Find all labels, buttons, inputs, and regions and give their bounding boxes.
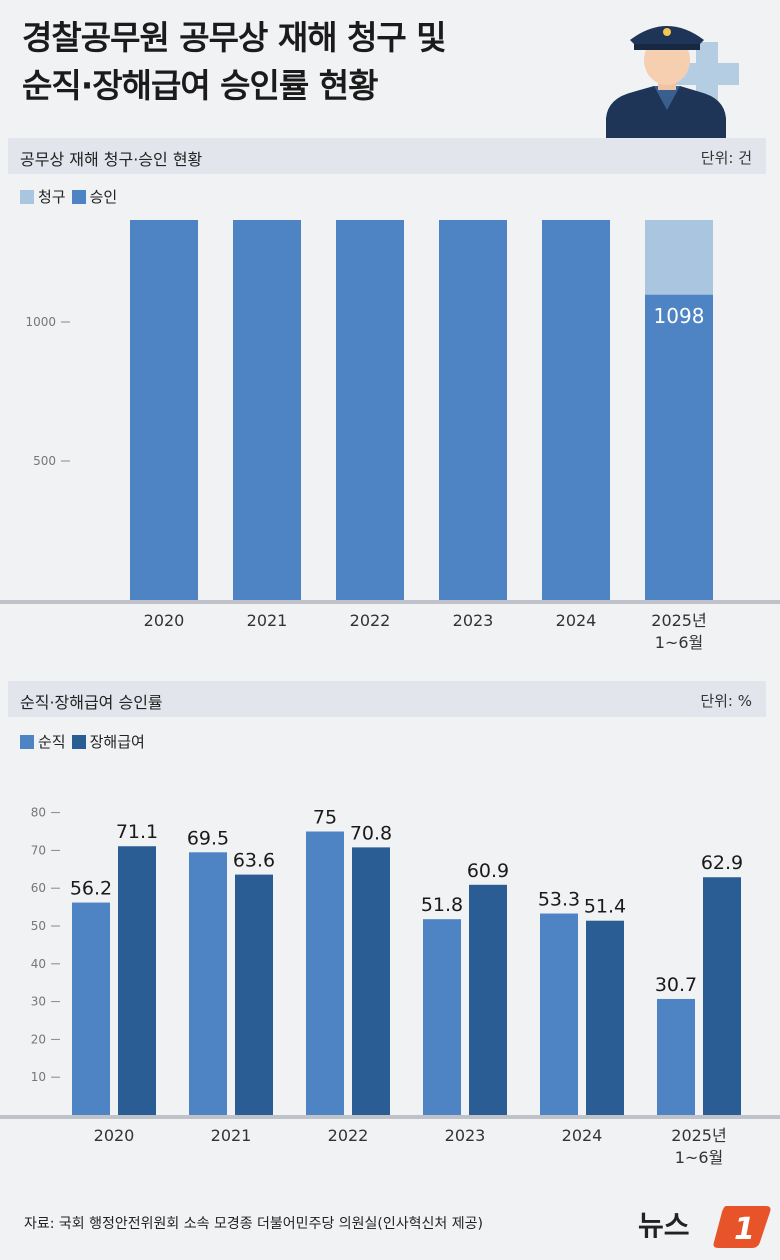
data-label-disability: 60.9 bbox=[467, 860, 509, 882]
logo-number: 1 bbox=[734, 1212, 755, 1247]
x-tick-label: 2020 bbox=[144, 611, 185, 630]
legend-claims: 청구 승인 bbox=[20, 186, 123, 207]
y-tick-label: 30 bbox=[31, 995, 46, 1009]
y-tick-label: 40 bbox=[31, 957, 46, 971]
data-label-disability: 63.6 bbox=[233, 850, 275, 872]
data-label-death: 30.7 bbox=[655, 974, 697, 996]
section-header-rates: 순직·장해급여 승인률 단위: % bbox=[8, 681, 766, 717]
legend-swatch-approve bbox=[71, 189, 86, 204]
bar-approve bbox=[542, 220, 610, 600]
police-officer-icon bbox=[606, 26, 739, 140]
bar-death bbox=[72, 902, 110, 1115]
logo-text: 뉴스 bbox=[638, 1209, 690, 1242]
data-label-death: 51.8 bbox=[421, 894, 463, 916]
y-tick-label: 70 bbox=[31, 843, 46, 857]
x-tick-label: 2025년 bbox=[651, 611, 706, 630]
x-tick-label: 1~6월 bbox=[655, 633, 704, 652]
data-label-disability: 71.1 bbox=[116, 821, 158, 843]
bar-disability bbox=[352, 847, 390, 1115]
bar-disability bbox=[469, 884, 507, 1115]
legend-rates: 순직 장해급여 bbox=[20, 731, 151, 752]
logo-badge bbox=[713, 1206, 771, 1248]
bar-death bbox=[423, 919, 461, 1115]
bar-approve bbox=[439, 220, 507, 601]
legend-item-disability: 장해급여 bbox=[71, 731, 145, 752]
bar-approve bbox=[130, 220, 198, 600]
legend-label-approve: 승인 bbox=[89, 188, 118, 206]
news1-logo: 뉴스 1 bbox=[638, 1206, 771, 1248]
section-header-claims: 공무상 재해 청구·승인 현황 단위: 건 bbox=[8, 138, 766, 174]
x-tick-label: 2020 bbox=[94, 1126, 135, 1145]
x-tick-label: 2023 bbox=[445, 1126, 486, 1145]
legend-swatch-death bbox=[20, 734, 34, 749]
data-label-disability: 62.9 bbox=[701, 852, 743, 874]
legend-swatch-disability bbox=[71, 734, 86, 749]
bar-approve bbox=[645, 294, 713, 600]
page-title: 경찰공무원 공무상 재해 청구 및 순직·장해급여 승인률 현황 bbox=[22, 14, 447, 110]
x-tick-label: 2022 bbox=[328, 1126, 369, 1145]
x-tick-label: 1~6월 bbox=[675, 1148, 724, 1167]
bar-disability bbox=[703, 877, 741, 1115]
bar-death bbox=[306, 831, 344, 1115]
data-label-approve: 1098 bbox=[654, 304, 705, 328]
y-tick-label: 50 bbox=[31, 919, 46, 933]
y-tick-label: 20 bbox=[31, 1032, 46, 1046]
legend-swatch-claim bbox=[20, 189, 34, 204]
section-title-claims: 공무상 재해 청구·승인 현황 bbox=[20, 150, 203, 169]
bar-disability bbox=[118, 846, 156, 1115]
x-axis-baseline bbox=[0, 600, 780, 604]
y-tick-label: 500 bbox=[33, 454, 56, 468]
y-tick-label: 1000 bbox=[25, 315, 56, 329]
data-label-disability: 70.8 bbox=[350, 822, 392, 844]
x-tick-label: 2021 bbox=[247, 611, 288, 630]
legend-label-disability: 장해급여 bbox=[89, 733, 145, 751]
claims-bar-chart: 5001000150020002500236521442020172915512… bbox=[0, 220, 780, 652]
x-axis-baseline bbox=[0, 1115, 780, 1119]
y-tick-label: 60 bbox=[31, 881, 46, 895]
title-line-2: 순직·장해급여 승인률 현황 bbox=[22, 66, 378, 105]
medical-cross-icon bbox=[675, 42, 739, 106]
data-label-disability: 51.4 bbox=[584, 896, 626, 918]
x-tick-label: 2024 bbox=[562, 1126, 603, 1145]
data-label-death: 69.5 bbox=[187, 827, 229, 849]
legend-item-death: 순직 bbox=[20, 731, 66, 752]
section-title-rates: 순직·장해급여 승인률 bbox=[20, 693, 163, 712]
bar-approve bbox=[336, 220, 404, 600]
x-tick-label: 2022 bbox=[350, 611, 391, 630]
x-tick-label: 2023 bbox=[453, 611, 494, 630]
data-label-death: 56.2 bbox=[70, 878, 112, 900]
rates-bar-chart: 10 20 30 40 50 60 70 80 56.2 71.1 2020 69.563.6 2021… bbox=[0, 806, 780, 1167]
legend-item-approve: 승인 bbox=[71, 186, 118, 207]
y-tick-label: 80 bbox=[31, 806, 46, 820]
data-label-death: 53.3 bbox=[538, 889, 580, 911]
title-line-1: 경찰공무원 공무상 재해 청구 및 bbox=[22, 18, 447, 57]
x-tick-label: 2024 bbox=[556, 611, 597, 630]
legend-label-death: 순직 bbox=[38, 733, 66, 751]
data-label-death: 75 bbox=[313, 807, 337, 829]
bar-disability bbox=[235, 874, 273, 1115]
x-tick-label: 2021 bbox=[211, 1126, 252, 1145]
legend-item-claim: 청구 bbox=[20, 186, 66, 207]
y-tick-label: 10 bbox=[31, 1070, 46, 1084]
bar-death bbox=[657, 998, 695, 1115]
bar-death bbox=[540, 913, 578, 1115]
bar-approve bbox=[233, 220, 301, 600]
unit-label-claims: 단위: 건 bbox=[700, 149, 752, 167]
unit-label-rates: 단위: % bbox=[700, 692, 752, 710]
bar-death bbox=[189, 852, 227, 1115]
x-tick-label: 2025년 bbox=[671, 1126, 726, 1145]
legend-label-claim: 청구 bbox=[38, 188, 66, 206]
bar-disability bbox=[586, 920, 624, 1115]
source-note: 자료: 국회 행정안전위원회 소속 모경종 더불어민주당 의원실(인사혁신처 제… bbox=[24, 1216, 483, 1232]
